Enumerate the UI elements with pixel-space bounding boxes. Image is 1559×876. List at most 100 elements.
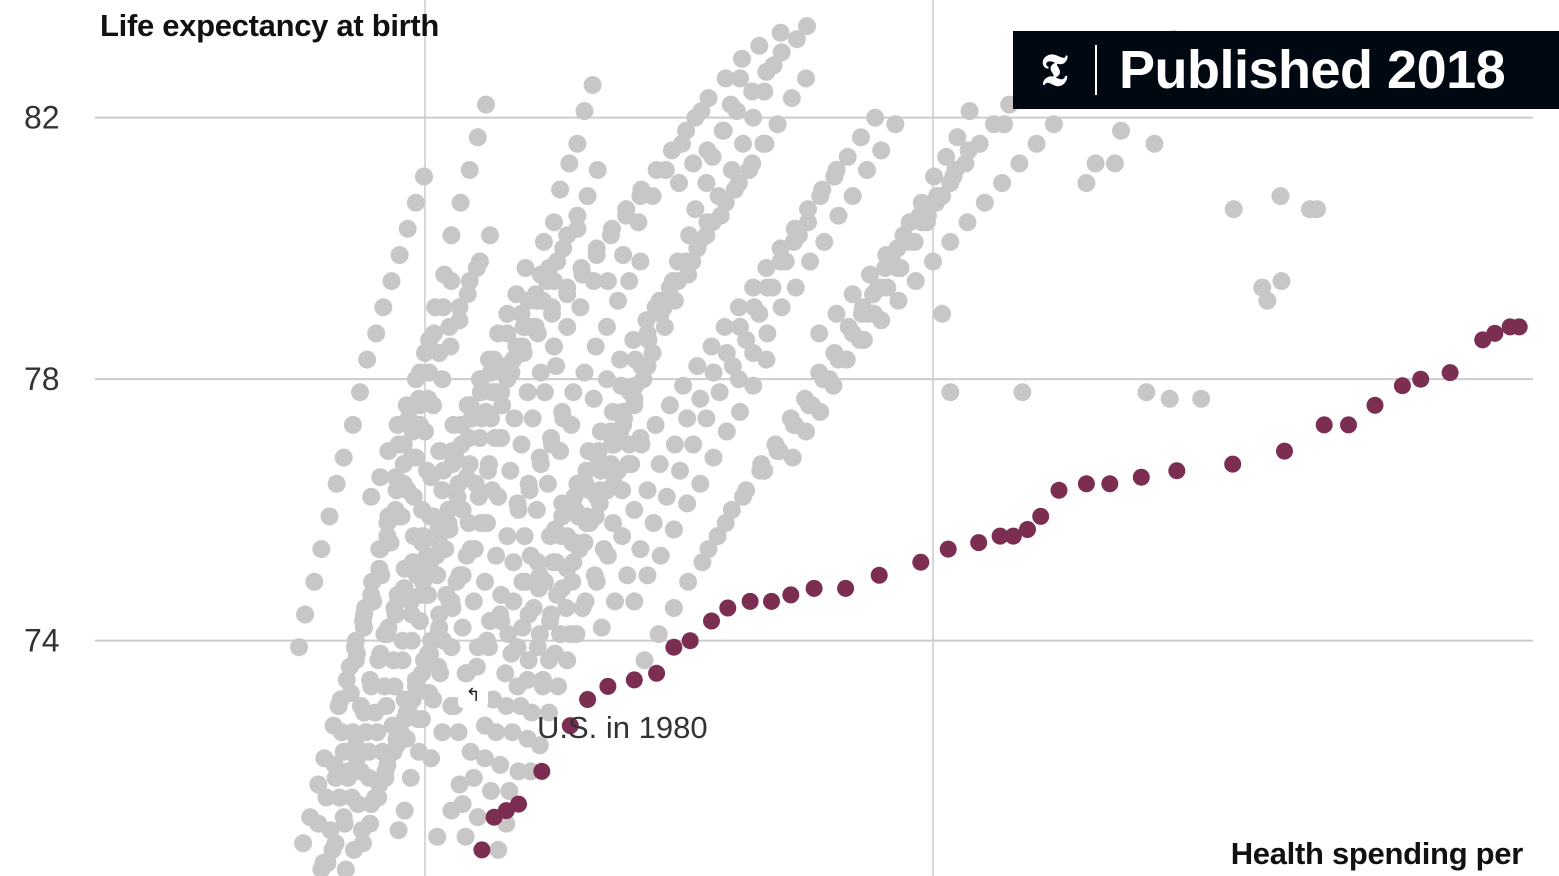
country-data-point bbox=[713, 121, 732, 140]
us-data-point bbox=[939, 540, 957, 558]
country-data-point bbox=[519, 474, 538, 493]
country-data-point bbox=[558, 527, 577, 546]
country-data-point bbox=[815, 232, 834, 251]
country-data-point bbox=[530, 625, 549, 644]
country-data-point bbox=[886, 115, 905, 134]
country-data-point bbox=[421, 644, 440, 663]
country-data-point bbox=[512, 435, 531, 454]
country-data-point bbox=[429, 625, 448, 644]
country-data-point bbox=[679, 572, 698, 591]
country-data-point bbox=[568, 206, 587, 225]
country-data-point bbox=[523, 409, 542, 428]
country-data-point bbox=[638, 481, 657, 500]
country-data-point bbox=[413, 533, 431, 552]
us-data-point bbox=[665, 638, 683, 656]
country-data-point bbox=[370, 559, 389, 578]
country-data-point bbox=[564, 383, 583, 402]
us-data-point bbox=[1050, 481, 1068, 499]
country-data-point bbox=[787, 30, 806, 49]
country-data-point bbox=[492, 612, 511, 630]
us-data-point bbox=[719, 599, 737, 617]
country-data-point bbox=[674, 376, 693, 395]
country-data-point bbox=[785, 219, 804, 238]
country-data-point bbox=[716, 69, 735, 88]
country-data-point bbox=[518, 383, 537, 402]
country-data-point bbox=[872, 141, 891, 160]
country-data-point bbox=[577, 461, 596, 480]
us-data-point bbox=[1032, 507, 1050, 525]
country-data-point bbox=[578, 187, 597, 206]
country-data-point bbox=[504, 592, 523, 611]
country-data-point bbox=[342, 788, 361, 807]
country-data-point bbox=[440, 317, 459, 336]
country-data-point bbox=[378, 755, 397, 774]
country-data-point bbox=[798, 17, 816, 36]
country-data-point bbox=[697, 409, 716, 428]
country-data-point bbox=[422, 749, 441, 768]
country-data-point bbox=[487, 383, 506, 402]
country-data-point bbox=[439, 500, 458, 519]
country-data-point bbox=[334, 808, 353, 827]
country-data-point bbox=[948, 128, 967, 147]
country-data-point bbox=[530, 448, 549, 467]
country-data-point bbox=[357, 723, 376, 742]
country-data-point bbox=[464, 592, 483, 611]
country-data-point bbox=[553, 402, 572, 421]
country-data-point bbox=[461, 742, 480, 761]
country-data-point bbox=[782, 89, 801, 108]
country-data-point bbox=[352, 697, 370, 715]
country-data-point bbox=[471, 514, 490, 532]
country-data-point bbox=[351, 383, 369, 402]
country-data-point bbox=[460, 272, 479, 291]
country-data-point bbox=[1044, 115, 1063, 134]
y-axis-ticks: 74 78 82 bbox=[24, 100, 60, 659]
us-data-point bbox=[837, 579, 855, 597]
country-data-point bbox=[664, 599, 683, 617]
country-data-point bbox=[431, 664, 450, 683]
country-data-point bbox=[375, 677, 394, 696]
country-data-point bbox=[1258, 291, 1277, 310]
country-data-point bbox=[843, 285, 862, 304]
country-data-point bbox=[626, 376, 645, 395]
country-data-point bbox=[602, 435, 621, 454]
country-data-point bbox=[361, 670, 380, 689]
country-data-point bbox=[507, 337, 526, 356]
country-data-point bbox=[1224, 200, 1243, 219]
country-data-point bbox=[496, 664, 515, 683]
country-data-point bbox=[665, 435, 684, 454]
country-data-point bbox=[329, 697, 348, 715]
country-data-point bbox=[877, 246, 896, 264]
country-data-point bbox=[588, 161, 607, 179]
us-data-point bbox=[1315, 416, 1333, 434]
country-data-point bbox=[906, 272, 925, 291]
country-data-point bbox=[516, 572, 535, 591]
country-data-point bbox=[487, 723, 506, 742]
country-data-point bbox=[517, 317, 536, 336]
us-data-point bbox=[1441, 364, 1459, 382]
country-data-point bbox=[941, 232, 960, 251]
country-data-point bbox=[468, 128, 487, 147]
country-data-point bbox=[843, 187, 862, 206]
country-data-point bbox=[744, 108, 763, 127]
country-data-point bbox=[692, 102, 711, 121]
country-data-point bbox=[553, 507, 572, 526]
us-data-point bbox=[510, 795, 527, 813]
country-data-point bbox=[334, 742, 353, 761]
country-data-point bbox=[613, 527, 632, 546]
country-data-point bbox=[727, 102, 746, 121]
country-data-point bbox=[1137, 383, 1156, 402]
us-data-point bbox=[1366, 396, 1384, 414]
country-data-point bbox=[647, 161, 666, 179]
country-data-point bbox=[433, 723, 452, 742]
country-data-point bbox=[498, 527, 517, 546]
country-data-point bbox=[475, 572, 494, 591]
us-data-point bbox=[991, 527, 1009, 545]
country-data-point bbox=[624, 330, 643, 349]
country-data-point bbox=[594, 540, 613, 559]
y-tick-label: 74 bbox=[24, 623, 60, 659]
country-data-point bbox=[489, 840, 508, 859]
country-data-point bbox=[534, 232, 553, 251]
country-data-point bbox=[975, 193, 994, 212]
country-data-point bbox=[318, 853, 337, 872]
country-data-point bbox=[403, 553, 422, 572]
